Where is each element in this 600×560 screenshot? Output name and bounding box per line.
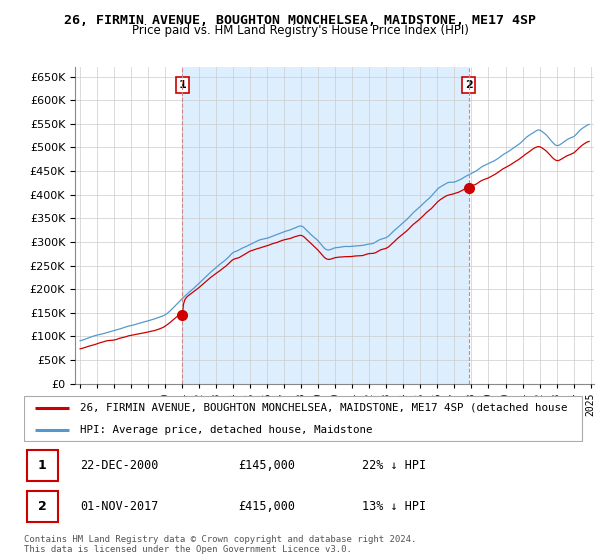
FancyBboxPatch shape: [27, 450, 58, 481]
Text: HPI: Average price, detached house, Maidstone: HPI: Average price, detached house, Maid…: [80, 424, 373, 435]
Text: 13% ↓ HPI: 13% ↓ HPI: [362, 500, 427, 512]
Text: Contains HM Land Registry data © Crown copyright and database right 2024.
This d: Contains HM Land Registry data © Crown c…: [24, 535, 416, 554]
Text: 01-NOV-2017: 01-NOV-2017: [80, 500, 159, 512]
Text: 22-DEC-2000: 22-DEC-2000: [80, 459, 159, 472]
Text: 26, FIRMIN AVENUE, BOUGHTON MONCHELSEA, MAIDSTONE, ME17 4SP (detached house: 26, FIRMIN AVENUE, BOUGHTON MONCHELSEA, …: [80, 403, 568, 413]
Text: 2: 2: [38, 500, 47, 512]
FancyBboxPatch shape: [24, 396, 583, 441]
Bar: [182, 67, 469, 384]
Text: 1: 1: [38, 459, 47, 472]
Text: Price paid vs. HM Land Registry's House Price Index (HPI): Price paid vs. HM Land Registry's House …: [131, 24, 469, 37]
Text: 1: 1: [178, 80, 186, 90]
Text: £145,000: £145,000: [238, 459, 295, 472]
Text: 22% ↓ HPI: 22% ↓ HPI: [362, 459, 427, 472]
FancyBboxPatch shape: [27, 491, 58, 521]
Text: £415,000: £415,000: [238, 500, 295, 512]
Text: 2: 2: [465, 80, 472, 90]
Text: 26, FIRMIN AVENUE, BOUGHTON MONCHELSEA, MAIDSTONE, ME17 4SP: 26, FIRMIN AVENUE, BOUGHTON MONCHELSEA, …: [64, 14, 536, 27]
